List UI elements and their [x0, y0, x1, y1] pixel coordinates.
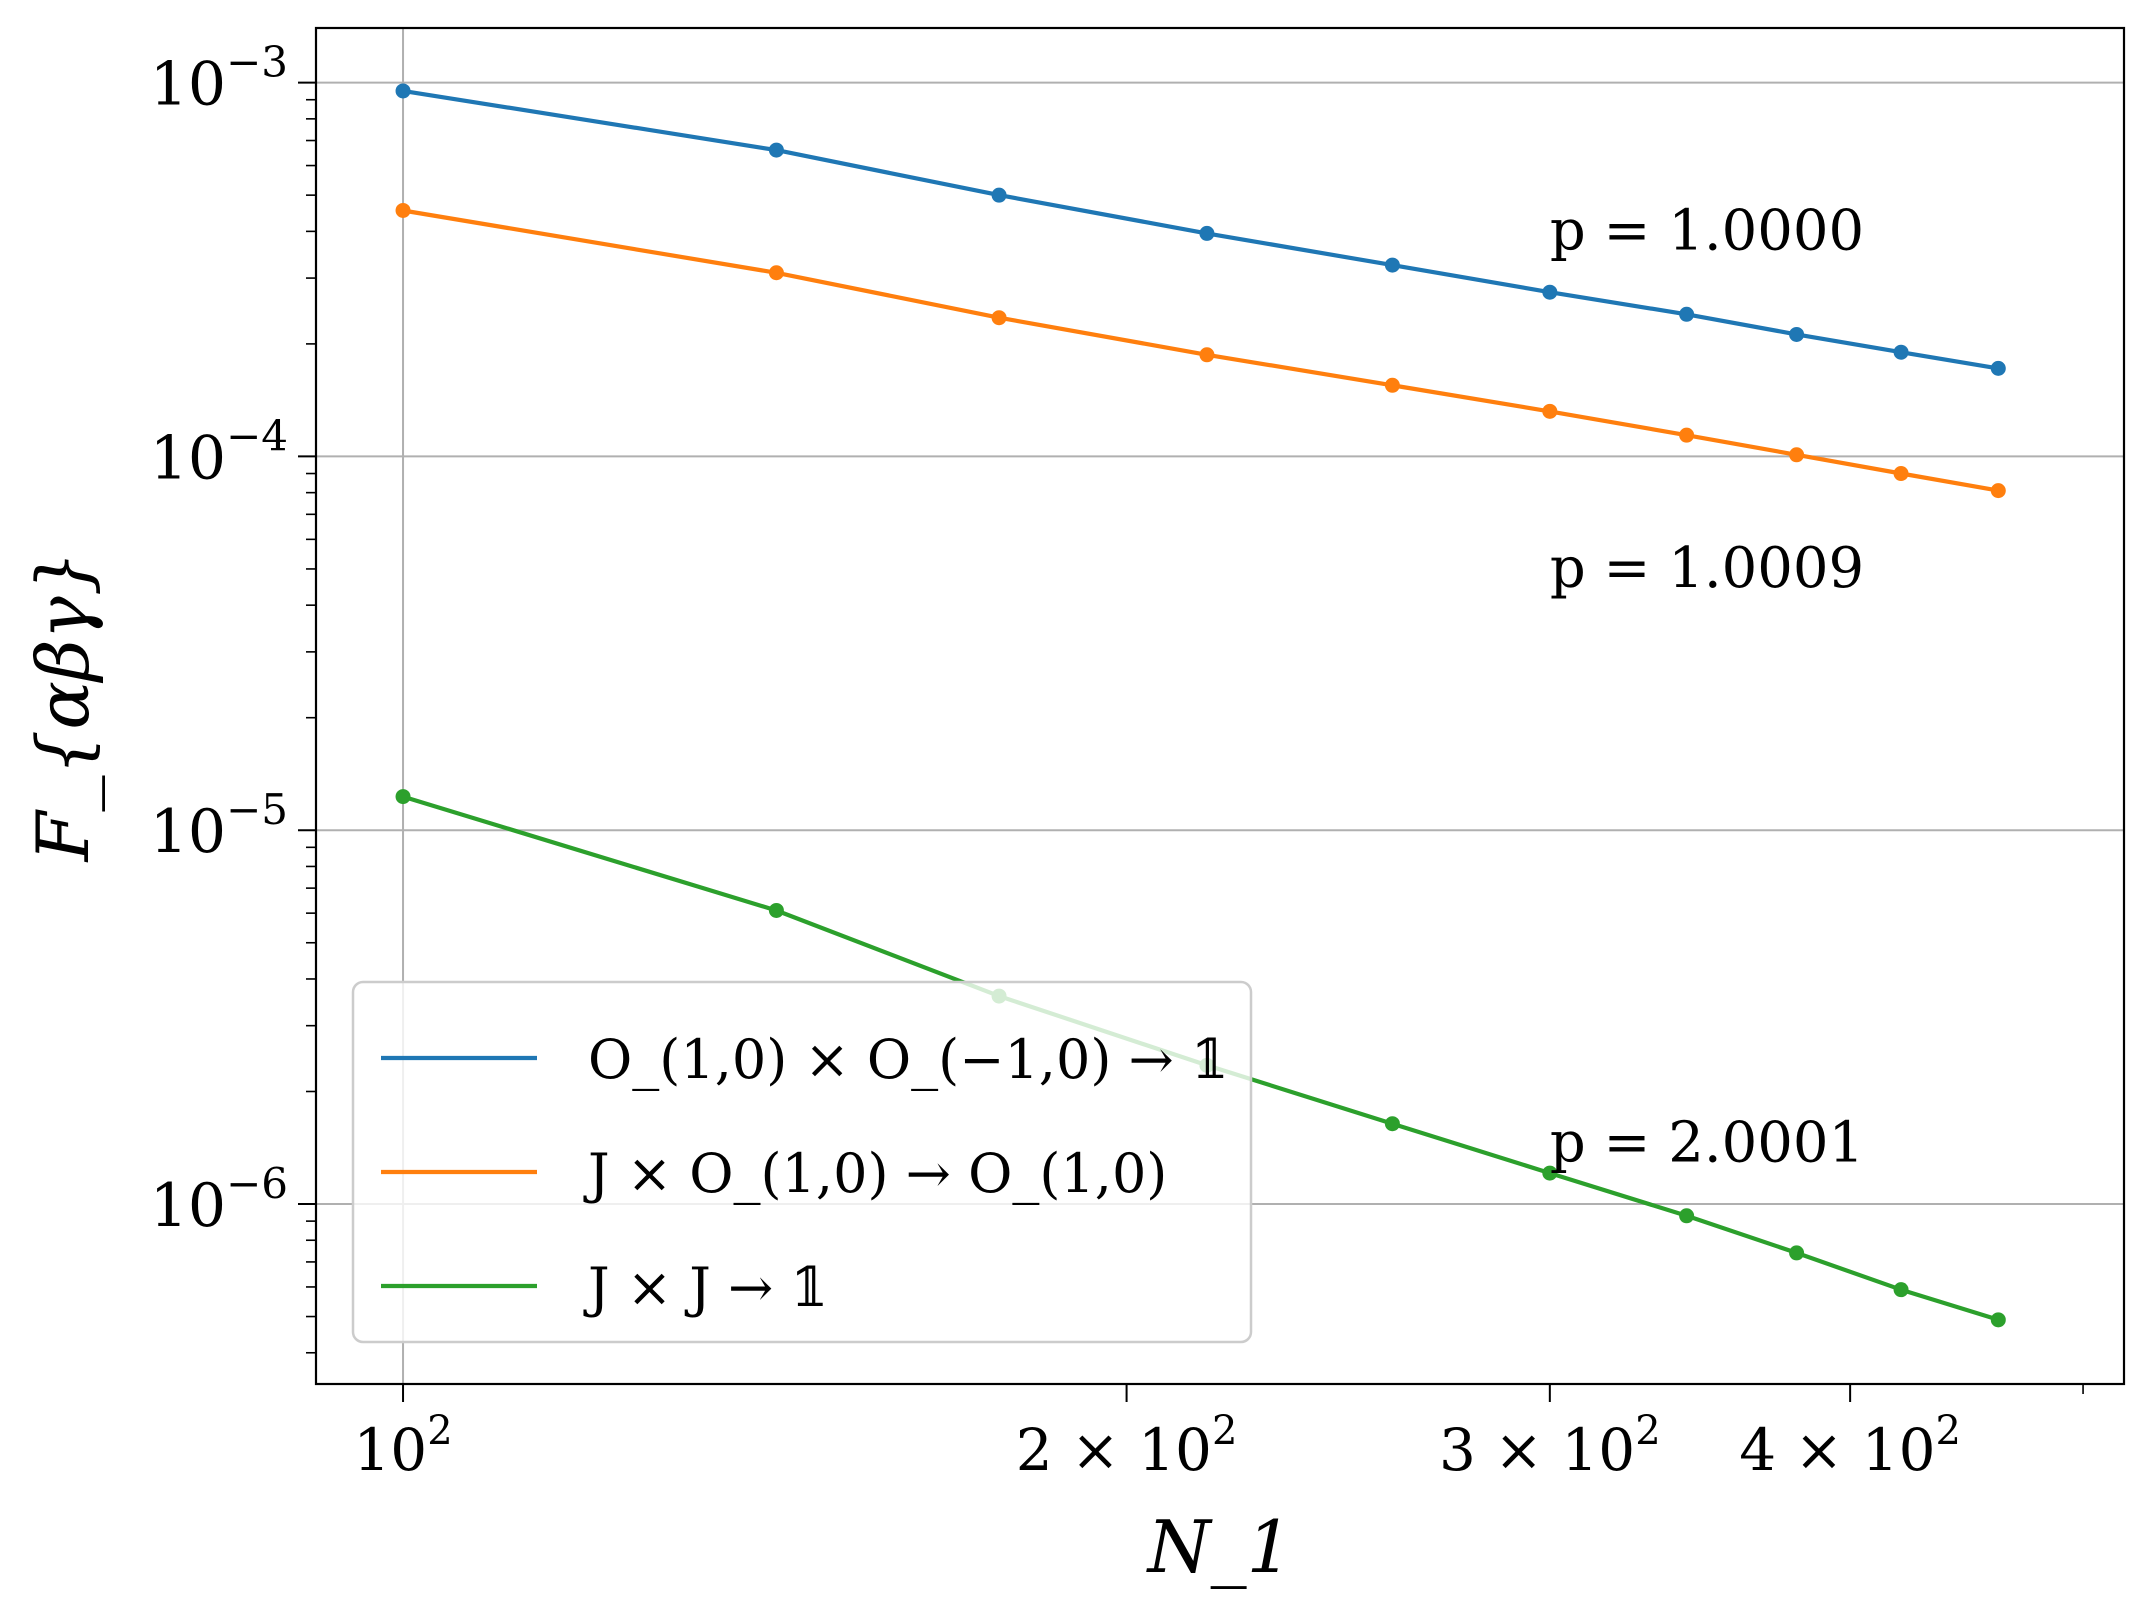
- data-point: [1789, 326, 1805, 342]
- y-tick-label: 10−4: [150, 411, 288, 493]
- series-line: [402, 88, 1999, 371]
- annotations: p = 1.0000 p = 1.0009 p = 2.0001: [1550, 198, 1864, 1175]
- data-point: [395, 83, 411, 99]
- data-point: [395, 202, 411, 218]
- data-point: [1542, 284, 1558, 300]
- series-line: [402, 794, 1999, 1322]
- annotation-label: p = 2.0001: [1550, 1111, 1864, 1176]
- data-point: [1789, 447, 1805, 463]
- axis-titles: N_1 F_{αβγ}: [21, 551, 1292, 1589]
- x-tick-label: 4 × 102: [1739, 1408, 1961, 1484]
- data-point: [1679, 306, 1695, 322]
- data-point: [768, 902, 784, 918]
- data-point: [1199, 225, 1215, 241]
- data-point: [768, 265, 784, 281]
- x-tick-label: 3 × 102: [1439, 1408, 1661, 1484]
- x-axis-title: N_1: [1146, 1505, 1293, 1589]
- annotation-label: p = 1.0009: [1550, 536, 1864, 601]
- y-tick-label: 10−6: [150, 1159, 288, 1241]
- legend: O_(1,0) × O_(−1,0) → 𝟙 J × O_(1,0) → O_(1…: [351, 980, 1253, 1344]
- y-axis-ticks: 10−3 10−4 10−5 10−6: [150, 38, 316, 1241]
- data-point: [1990, 483, 2006, 499]
- data-point: [1789, 1245, 1805, 1261]
- data-point: [1384, 377, 1400, 393]
- series-3: [395, 789, 2006, 1328]
- data-point: [1679, 427, 1695, 443]
- annotation-label: p = 1.0000: [1550, 198, 1864, 263]
- plot-frame: [314, 26, 2126, 1386]
- x-axis-ticks: 102 2 × 102 3 × 102 4 × 102: [353, 1384, 1961, 1484]
- data-point: [395, 789, 411, 805]
- series-line: [402, 208, 1999, 493]
- data-point: [1990, 360, 2006, 376]
- data-point: [1893, 466, 1909, 482]
- series-1: [395, 83, 2006, 376]
- data-point: [1990, 1312, 2006, 1328]
- data-point: [768, 142, 784, 158]
- minor-ticks: [306, 98, 2084, 1394]
- x-tick-label: 102: [353, 1408, 452, 1484]
- legend-entry: J × J → 𝟙: [583, 1256, 828, 1319]
- data-point: [991, 310, 1007, 326]
- data-point: [1893, 344, 1909, 360]
- legend-entry: O_(1,0) × O_(−1,0) → 𝟙: [588, 1028, 1229, 1091]
- data-point: [1893, 1282, 1909, 1298]
- y-tick-label: 10−5: [150, 785, 288, 867]
- data-point: [1679, 1208, 1695, 1224]
- data-point: [1384, 1116, 1400, 1132]
- series-layer: [395, 83, 2006, 1328]
- data-point: [1542, 403, 1558, 419]
- y-tick-label: 10−3: [150, 38, 288, 120]
- y-axis-title: F_{αβγ}: [21, 551, 105, 864]
- x-tick-label: 2 × 102: [1016, 1408, 1238, 1484]
- series-2: [395, 202, 2006, 499]
- data-point: [1384, 257, 1400, 273]
- data-point: [991, 187, 1007, 203]
- data-point: [1199, 347, 1215, 363]
- legend-entry: J × O_(1,0) → O_(1,0): [583, 1142, 1167, 1205]
- data-point: [1542, 1165, 1558, 1181]
- legend-box: [351, 980, 1253, 1344]
